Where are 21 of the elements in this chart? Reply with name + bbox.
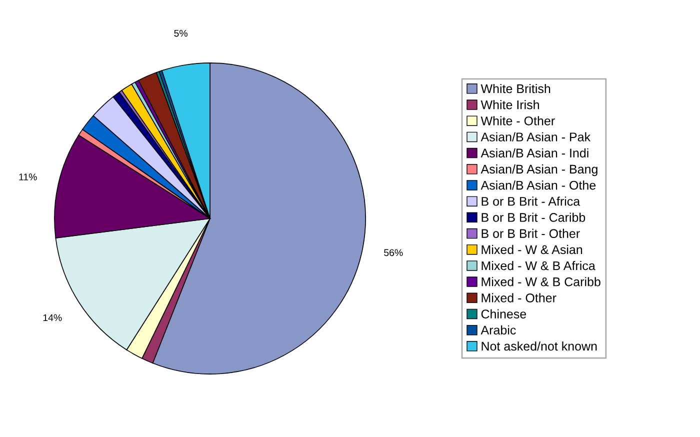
legend-label: Mixed - Other	[482, 293, 556, 302]
legend-label: White British	[480, 84, 550, 94]
legend-label: Mixed - W & B Africa	[482, 260, 596, 270]
legend-label: White - Other	[480, 116, 555, 126]
data-label: 14%	[43, 314, 62, 322]
data-label: 11%	[19, 174, 37, 180]
legend-label: White Irish	[480, 100, 539, 110]
legend-label: B or B Brit - Other	[482, 228, 580, 238]
legend-label: Asian/B Asian - Pak	[480, 132, 591, 142]
legend-label: Arabic	[480, 325, 516, 335]
legend-label: Mixed - W & B Caribb	[482, 277, 600, 286]
legend-label: Asian/B Asian - Othe	[480, 180, 596, 190]
data-label: 56%	[384, 249, 403, 256]
legend-label: Not asked/not known	[482, 341, 597, 351]
legend-label: B or B Brit - Africa	[482, 196, 580, 206]
legend-label: B or B Brit - Caribb	[482, 212, 586, 222]
legend-label: Asian/B Asian - Indi	[480, 148, 588, 158]
legend-label: Asian/B Asian - Bang	[480, 164, 598, 176]
legend-label: Mixed - W & Asian	[482, 244, 582, 254]
data-label: 5%	[174, 30, 188, 37]
legend-label: Chinese	[481, 309, 526, 318]
